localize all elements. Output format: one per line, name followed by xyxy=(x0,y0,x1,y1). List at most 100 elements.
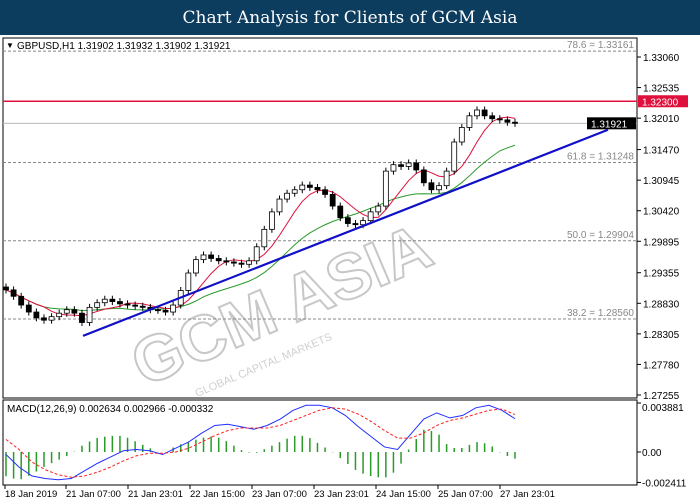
candle-body xyxy=(360,220,366,226)
candle-body xyxy=(48,316,55,321)
x-tick-label: 21 Jan 07:00 xyxy=(66,489,121,500)
candle-body xyxy=(94,302,101,308)
candle-body xyxy=(398,164,404,167)
x-tick-label: 23 Jan 07:00 xyxy=(252,489,307,500)
candle-body xyxy=(71,309,78,314)
y-tick-label: 1.30945 xyxy=(643,176,680,187)
candle-body xyxy=(352,223,359,226)
y-tick-label: 1.32535 xyxy=(643,84,680,95)
macd-panel xyxy=(2,399,638,486)
candle-body xyxy=(489,115,496,120)
candle-body xyxy=(314,187,321,191)
y-tick-label: 1.30420 xyxy=(643,207,680,218)
watermark-text: GCM ASIA xyxy=(121,210,442,400)
candle-body xyxy=(268,211,275,230)
candle-body xyxy=(56,312,63,318)
candle-body xyxy=(63,309,70,314)
candle-body xyxy=(3,286,9,291)
candle-body xyxy=(185,272,192,291)
candle-body xyxy=(253,246,260,262)
x-tick-label: 22 Jan 15:00 xyxy=(190,489,245,500)
trendline xyxy=(82,128,609,337)
candle-body xyxy=(420,169,427,184)
page-title: Chart Analysis for Clients of GCM Asia xyxy=(0,0,700,35)
candle-body xyxy=(322,189,328,195)
fib-level-label: 61.8 = 1.31248 xyxy=(567,152,634,163)
candle-body xyxy=(436,185,442,191)
candle-body xyxy=(329,194,336,207)
candle-body xyxy=(291,189,298,194)
candle-body xyxy=(208,254,215,259)
y-tick-label: 1.32010 xyxy=(643,114,680,125)
candle-body xyxy=(215,258,222,262)
y-tick-label: 1.28830 xyxy=(643,299,680,310)
fib-level-label: 50.0 = 1.29904 xyxy=(567,230,634,241)
x-tick-label: 18 Jan 2019 xyxy=(5,489,57,500)
candle-body xyxy=(155,309,161,312)
candle-body xyxy=(382,170,389,207)
candle-body xyxy=(390,164,397,172)
candle-body xyxy=(405,162,412,167)
y-tick-label: 1.29355 xyxy=(643,269,680,280)
candle-body xyxy=(170,304,177,313)
candle-body xyxy=(109,298,116,302)
x-tick-label: 21 Jan 23:01 xyxy=(128,489,183,500)
macd-y-tick-label: -0.002411 xyxy=(642,478,687,489)
macd-signal-line xyxy=(5,407,516,478)
dropdown-arrow-icon: ▼ xyxy=(6,41,14,50)
macd-title: MACD(12,26,9) 0.002634 0.002966 -0.00033… xyxy=(7,404,214,415)
candle-body xyxy=(231,261,237,264)
candle-body xyxy=(18,295,25,306)
candle-body xyxy=(10,289,17,297)
candle-body xyxy=(238,262,245,265)
candle-body xyxy=(367,211,374,222)
y-tick-label: 1.33060 xyxy=(643,53,680,64)
candle-body xyxy=(337,205,344,219)
y-tick-label: 1.28305 xyxy=(643,330,680,341)
candle-body xyxy=(276,198,283,213)
candle-body xyxy=(41,317,47,321)
symbol-ohlc-label: GBPUSD,H1 1.31902 1.31932 1.31902 1.3192… xyxy=(17,41,231,52)
candle-body xyxy=(33,311,40,319)
current-price-tag xyxy=(587,117,636,130)
candle-body xyxy=(443,170,450,187)
x-tick-label: 25 Jan 07:00 xyxy=(438,489,493,500)
candle-body xyxy=(79,312,85,323)
candle-body xyxy=(512,121,518,124)
fib-level-label: 38.2 = 1.28560 xyxy=(567,308,634,319)
candle-body xyxy=(375,205,382,213)
candle-body xyxy=(117,301,123,305)
x-tick-label: 27 Jan 23:01 xyxy=(500,489,555,500)
candle-body xyxy=(139,305,146,308)
candle-body xyxy=(466,115,473,128)
candle-body xyxy=(86,306,93,323)
candle-body xyxy=(458,127,465,143)
y-tick-label: 1.27255 xyxy=(643,391,680,402)
macd-line xyxy=(5,404,516,481)
candle-body xyxy=(306,184,313,188)
candle-body xyxy=(474,109,480,117)
candle-body xyxy=(504,119,511,123)
price-panel xyxy=(2,37,638,399)
current-price-label: 1.31921 xyxy=(591,119,628,130)
y-tick-label: 1.27780 xyxy=(643,360,680,371)
candle-body xyxy=(101,298,108,304)
candle-body xyxy=(200,254,207,261)
candle-body xyxy=(496,118,503,121)
candle-body xyxy=(132,304,139,307)
candle-body xyxy=(344,217,351,224)
resistance-price-label: 1.32300 xyxy=(642,97,679,108)
candle-body xyxy=(299,184,306,191)
fib-level-label: 78.6 = 1.33161 xyxy=(567,40,634,51)
candle-body xyxy=(223,260,230,263)
candle-body xyxy=(162,309,169,313)
candle-body xyxy=(25,304,32,313)
candle-body xyxy=(451,141,458,172)
candle-body xyxy=(193,259,199,274)
candle-body xyxy=(413,162,420,171)
candle-body xyxy=(284,192,290,200)
y-tick-label: 1.31470 xyxy=(643,146,680,157)
x-tick-label: 24 Jan 15:00 xyxy=(376,489,431,500)
candle-body xyxy=(246,260,253,265)
